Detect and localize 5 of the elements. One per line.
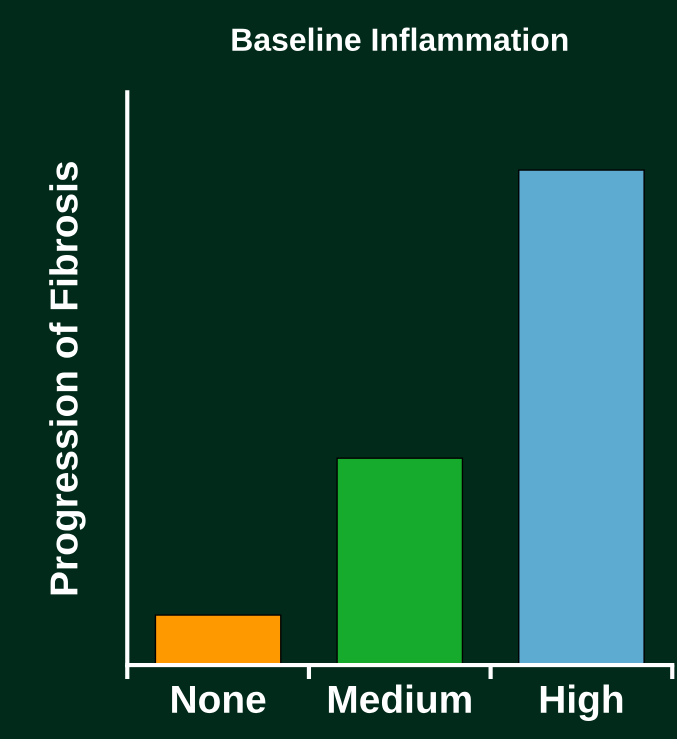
chart-title: Baseline Inflammation xyxy=(232,28,568,52)
x-tick-label: High xyxy=(540,684,622,721)
x-tick-label: None xyxy=(172,686,266,714)
y-axis-title: Progression of Fibrosis xyxy=(49,162,86,594)
x-tick-label: Medium xyxy=(328,684,471,714)
